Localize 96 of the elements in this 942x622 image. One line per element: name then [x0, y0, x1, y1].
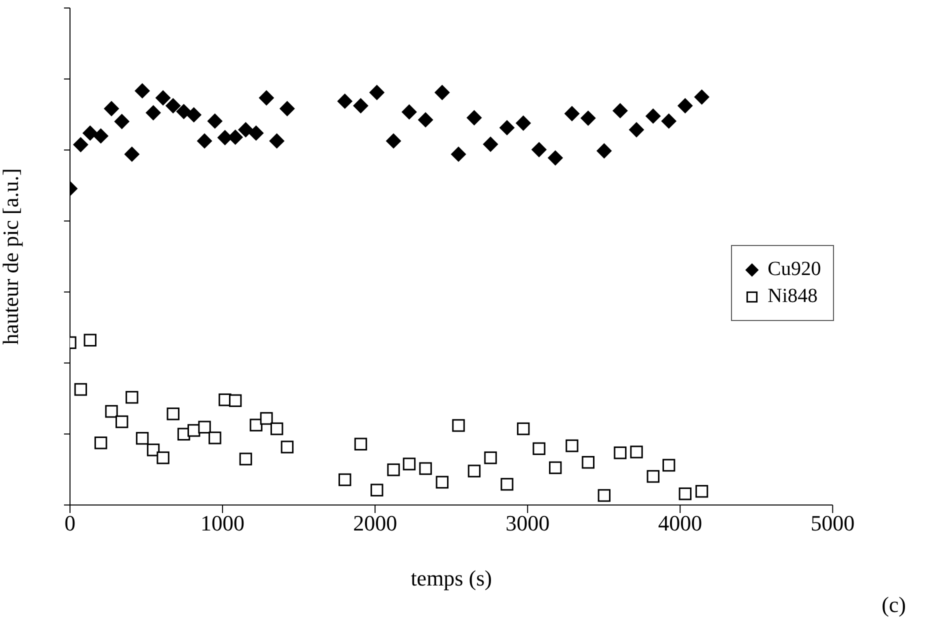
- point: [418, 112, 434, 128]
- point: [402, 458, 416, 470]
- point: [402, 104, 417, 120]
- point: [516, 422, 530, 436]
- point: [614, 446, 627, 460]
- point: [353, 98, 368, 114]
- x-tick-label: 2000: [353, 510, 398, 536]
- point: [450, 146, 466, 162]
- point: [370, 484, 384, 496]
- point: [678, 487, 692, 500]
- point: [678, 98, 693, 114]
- x-tick-label: 3000: [506, 510, 550, 536]
- point: [468, 464, 481, 478]
- point: [104, 101, 119, 116]
- point: [354, 438, 368, 450]
- point: [338, 473, 352, 486]
- point: [156, 90, 171, 106]
- point: [228, 394, 242, 407]
- point: [156, 451, 170, 464]
- point: [548, 150, 563, 166]
- point: [116, 415, 128, 428]
- point: [270, 422, 284, 436]
- x-tick-label: 4000: [658, 510, 702, 536]
- point: [630, 446, 643, 458]
- x-axis-title: temps (s): [410, 566, 492, 591]
- point: [134, 83, 150, 98]
- point: [105, 405, 118, 418]
- point: [94, 436, 108, 450]
- point: [146, 105, 161, 120]
- point: [629, 122, 644, 138]
- point: [500, 120, 514, 136]
- point: [82, 126, 98, 141]
- point: [566, 439, 578, 452]
- point: [337, 94, 352, 109]
- x-tick-label: 0: [64, 510, 76, 536]
- point: [436, 476, 449, 489]
- point: [114, 114, 130, 129]
- point: [466, 110, 482, 126]
- point: [74, 383, 88, 396]
- x-tick-label: 1000: [200, 510, 245, 536]
- point: [452, 419, 465, 432]
- point: [207, 114, 222, 129]
- point: [419, 462, 432, 475]
- point: [646, 108, 661, 124]
- point: [484, 451, 497, 464]
- point: [93, 128, 108, 144]
- point: [387, 463, 400, 476]
- point: [186, 107, 202, 122]
- point: [532, 442, 546, 456]
- point: [582, 456, 594, 469]
- point: [612, 103, 628, 118]
- point: [260, 412, 273, 425]
- point: [166, 98, 181, 114]
- point: [386, 133, 402, 148]
- point: [549, 461, 562, 474]
- point: [208, 432, 222, 444]
- point: [661, 114, 676, 129]
- point: [146, 444, 160, 456]
- point: [198, 420, 211, 434]
- point: [188, 424, 200, 437]
- point: [596, 143, 612, 158]
- point: [217, 130, 232, 146]
- point: [258, 90, 274, 106]
- point: [434, 84, 450, 100]
- point: [197, 133, 212, 148]
- point: [269, 133, 284, 148]
- point: [500, 478, 514, 491]
- point: [176, 104, 192, 120]
- x-tick-label: 5000: [810, 510, 855, 536]
- legend-label: Ni848: [768, 285, 818, 308]
- point: [280, 101, 295, 116]
- point: [238, 122, 254, 138]
- point: [695, 484, 708, 498]
- point: [124, 146, 140, 162]
- point: [166, 408, 180, 420]
- point: [84, 334, 96, 347]
- point: [516, 116, 531, 131]
- point: [598, 489, 611, 502]
- point: [280, 440, 294, 454]
- point: [239, 452, 252, 466]
- point: [662, 458, 676, 472]
- point: [248, 126, 264, 141]
- point: [532, 142, 547, 158]
- point: [483, 136, 498, 152]
- point: [73, 137, 88, 152]
- point: [564, 106, 580, 122]
- y-axis-title: hauteur de pic [a.u.]: [0, 168, 23, 345]
- point: [369, 84, 384, 100]
- point: [646, 470, 660, 483]
- legend-label: Cu920: [768, 258, 821, 281]
- point: [580, 110, 596, 126]
- point: [136, 432, 149, 445]
- point: [126, 390, 138, 404]
- point: [694, 90, 710, 105]
- point: [250, 418, 262, 432]
- text: (c): [882, 592, 906, 618]
